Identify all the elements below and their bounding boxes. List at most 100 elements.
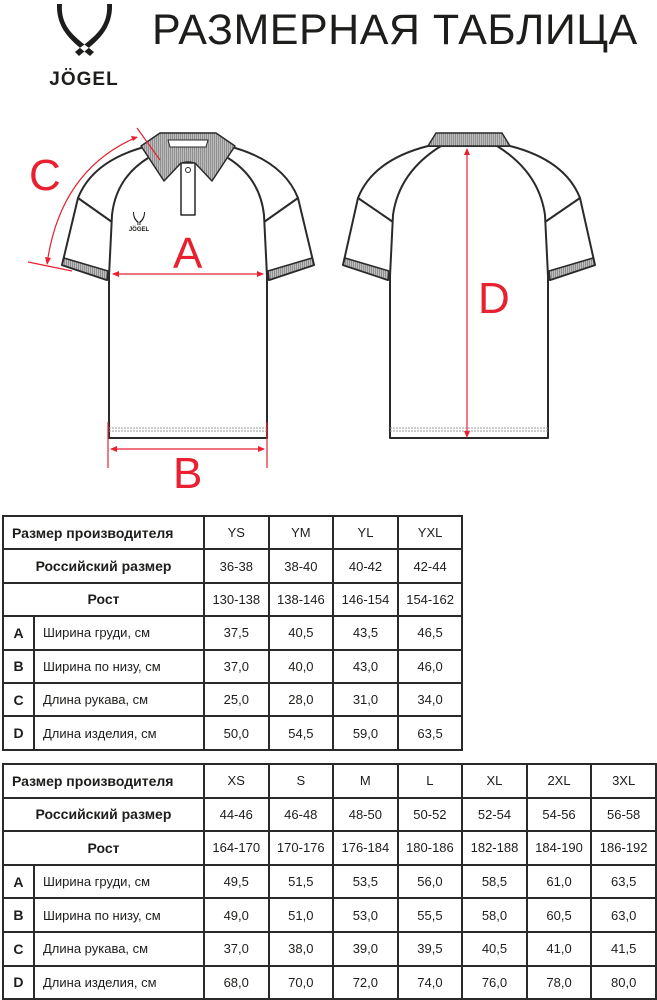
measure-letter: A: [2, 615, 35, 651]
height-cell: 182-188: [461, 830, 528, 866]
collar: [140, 132, 236, 182]
height-cell: 130-138: [203, 581, 270, 618]
measure-value: 70,0: [267, 964, 335, 1000]
measure-row-c: C Длина рукава, см 37,0 38,0 39,0 39,5 40,5 41,…: [2, 930, 657, 967]
measure-value: 63,5: [396, 715, 464, 751]
chest-logo: JÖGEL: [129, 212, 150, 233]
measure-value: 49,0: [202, 897, 270, 933]
russian-size-cell: 52-54: [461, 796, 528, 833]
size-header: YXL: [396, 514, 464, 551]
measure-value: 72,0: [332, 964, 399, 1000]
measure-row-a: A Ширина груди, см 37,5 40,5 43,5 46,5: [2, 615, 464, 651]
measure-value: 50,0: [203, 715, 270, 751]
measure-value: 55,5: [396, 897, 464, 933]
measure-value: 25,0: [203, 681, 270, 718]
measure-value: 58,5: [461, 863, 528, 900]
measure-value: 78,0: [525, 964, 593, 1000]
measure-value: 58,0: [461, 897, 528, 933]
size-header: M: [332, 763, 399, 799]
page-title: РАЗМЕРНАЯ ТАБЛИЦА: [152, 6, 638, 54]
measure-value: 31,0: [332, 681, 399, 718]
measure-value: 40,0: [267, 648, 335, 684]
height-row: Рост 164-170 170-176 176-184 180-186 182-188 1…: [2, 830, 657, 866]
measure-row-d: D Длина изделия, см 50,0 54,5 59,0 63,5: [2, 715, 464, 751]
measure-value: 34,0: [396, 681, 464, 718]
size-header: YM: [267, 514, 335, 551]
russian-size-cell: 48-50: [332, 796, 399, 833]
russian-size-cell: 56-58: [590, 796, 657, 833]
measure-letter: A: [2, 863, 35, 900]
measure-row-b: B Ширина по низу, см 49,0 51,0 53,0 55,5 58,0 6…: [2, 897, 657, 933]
measure-label: Ширина по низу, см: [32, 897, 205, 933]
measure-label: Ширина по низу, см: [33, 648, 205, 684]
polo-diagram: JÖGEL A: [27, 127, 596, 498]
measure-value: 43,5: [332, 615, 399, 651]
height-cell: 154-162: [396, 581, 464, 618]
measure-label: Ширина груди, см: [33, 615, 205, 651]
shirt-back: [342, 132, 596, 439]
measure-value: 38,0: [267, 930, 335, 967]
jogel-logo: JÖGEL: [49, 4, 118, 90]
russian-size-cell: 40-42: [332, 548, 399, 584]
measure-letter: C: [2, 681, 35, 718]
measure-value: 41,0: [525, 930, 593, 967]
measure-row-c: C Длина рукава, см 25,0 28,0 31,0 34,0: [2, 681, 464, 718]
svg-text:JÖGEL: JÖGEL: [129, 226, 150, 233]
measure-value: 59,0: [332, 715, 399, 751]
height-row: Рост 130-138 138-146 146-154 154-162: [2, 581, 464, 618]
size-header: L: [396, 763, 464, 799]
label-c: C: [29, 151, 61, 200]
measure-value: 51,0: [267, 897, 335, 933]
measure-value: 28,0: [267, 681, 335, 718]
measure-a: [112, 271, 264, 277]
measure-value: 37,0: [203, 648, 270, 684]
height-cell: 184-190: [525, 830, 593, 866]
measure-value: 74,0: [396, 964, 464, 1000]
measure-d: [464, 148, 470, 438]
measure-value: 53,0: [332, 897, 399, 933]
measure-value: 49,5: [202, 863, 270, 900]
header-row: Размер производителя XS S M L XL 2XL 3XL: [2, 763, 657, 799]
measure-label: Длина рукава, см: [32, 930, 205, 967]
measure-value: 76,0: [461, 964, 528, 1000]
size-header: XL: [461, 763, 528, 799]
measure-letter: B: [2, 648, 35, 684]
height-cell: 176-184: [332, 830, 399, 866]
size-header: YS: [203, 514, 270, 551]
measure-c: [27, 127, 161, 272]
measure-value: 56,0: [396, 863, 464, 900]
measure-value: 63,5: [590, 863, 657, 900]
placket: [180, 162, 196, 216]
label-a: A: [173, 229, 203, 278]
measure-label: Длина изделия, см: [32, 964, 205, 1000]
measure-value: 54,5: [267, 715, 335, 751]
maker-size-header: Размер производителя: [2, 514, 205, 551]
measure-value: 68,0: [202, 964, 270, 1000]
measure-row-d: D Длина изделия, см 68,0 70,0 72,0 74,0 76,0 78…: [2, 964, 657, 1000]
size-header: 3XL: [590, 763, 657, 799]
label-d: D: [478, 274, 510, 323]
maker-size-header: Размер производителя: [2, 763, 205, 799]
shirt-front: JÖGEL: [61, 132, 315, 439]
button-icon: [185, 167, 191, 173]
back-collar: [427, 132, 511, 147]
russian-size-row: Российский размер 36-38 38-40 40-42 42-44: [2, 548, 464, 584]
measure-value: 37,5: [203, 615, 270, 651]
measure-value: 63,0: [590, 897, 657, 933]
measure-row-a: A Ширина груди, см 49,5 51,5 53,5 56,0 58,5 61,…: [2, 863, 657, 900]
measure-value: 53,5: [332, 863, 399, 900]
size-table-kids: Размер производителя YS YM YL YXL Российский …: [2, 514, 464, 751]
measure-value: 80,0: [590, 964, 657, 1000]
size-header: YL: [332, 514, 399, 551]
measure-value: 39,0: [332, 930, 399, 967]
russian-size-cell: 54-56: [525, 796, 593, 833]
height-label: Рост: [2, 581, 205, 618]
label-b: B: [173, 449, 202, 498]
logo-mark-icon: [56, 4, 113, 56]
height-cell: 146-154: [332, 581, 399, 618]
size-header: 2XL: [525, 763, 593, 799]
measure-value: 51,5: [267, 863, 335, 900]
russian-size-cell: 46-48: [267, 796, 335, 833]
russian-size-cell: 38-40: [267, 548, 335, 584]
measure-value: 39,5: [396, 930, 464, 967]
